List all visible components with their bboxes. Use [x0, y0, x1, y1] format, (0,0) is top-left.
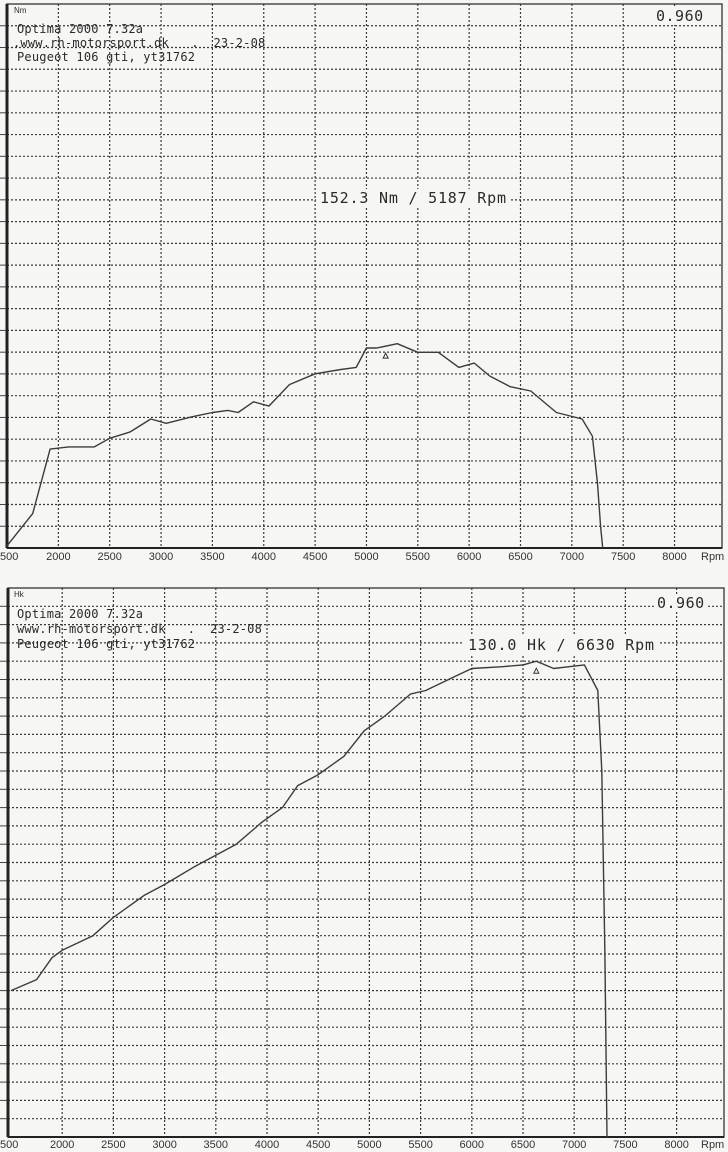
peak-power-label: 130.0 Hk / 6630 Rpm [464, 636, 659, 654]
header-website-date-line: .www.rh-motorsport.dk . 23-2-08 [13, 36, 266, 50]
x-tick-label: 2500 [97, 551, 122, 563]
x-axis-unit-label: Rpm [701, 1139, 725, 1151]
x-tick-label: 4000 [254, 1139, 280, 1151]
x-tick-label: 5500 [408, 1139, 433, 1151]
y-axis-unit-label: Hk [14, 590, 24, 599]
x-tick-label: 6500 [508, 551, 533, 563]
correction-factor: 0.960 [654, 7, 706, 25]
data-curve [6, 343, 604, 549]
x-tick-label: 6000 [459, 1139, 485, 1151]
y-axis-unit-label: Nm [14, 6, 27, 15]
grid [0, 4, 722, 548]
x-tick-label: 8000 [664, 1139, 689, 1151]
x-tick-label: 3500 [203, 1139, 229, 1151]
x-tick-label: 7000 [561, 1139, 587, 1151]
x-tick-label: 4500 [302, 551, 328, 563]
x-tick-label: 3000 [152, 1139, 177, 1151]
grid [0, 588, 724, 1137]
x-tick-label: 3000 [148, 551, 174, 563]
torque-chart-panel: Nm Optima 2000 7.32a .www.rh-motorsport.… [0, 0, 728, 575]
x-tick-label: 2500 [101, 1139, 126, 1151]
header-vehicle-line: Peugeot 106 gti, yt31762 [17, 50, 196, 64]
plot-frame [6, 3, 723, 549]
x-tick-label: 7500 [613, 1139, 638, 1151]
x-tick-label: 5000 [357, 1139, 382, 1151]
x-tick-label: 5500 [405, 551, 431, 563]
x-tick-label: 5000 [354, 551, 379, 563]
x-tick-label: 7000 [559, 551, 585, 563]
peak-marker-icon [533, 667, 540, 674]
x-tick-label: 3500 [200, 551, 225, 563]
x-tick-label: 8000 [662, 551, 687, 563]
x-tick-label: 4000 [251, 551, 276, 563]
peak-marker-icon [382, 352, 389, 359]
x-axis-unit-label: Rpm [701, 551, 725, 563]
x-tick-label: 500 [0, 1139, 19, 1151]
x-tick-label: 7500 [610, 551, 636, 563]
header-website-date-line: www.rh-motorsport.dk . 23-2-08 [17, 622, 263, 636]
x-tick-label: 500 [0, 551, 19, 563]
header-software-line: Optima 2000 7.32a [17, 607, 144, 621]
x-tick-label: 6500 [510, 1139, 536, 1151]
header-vehicle-line: Peugeot 106 gti, yt31762 [17, 637, 196, 651]
x-tick-label: 4500 [305, 1139, 331, 1151]
x-tick-label: 2000 [49, 1139, 75, 1151]
x-tick-label: 6000 [456, 551, 482, 563]
power-chart-plot [0, 587, 725, 1138]
peak-torque-label: 152.3 Nm / 5187 Rpm [316, 189, 511, 207]
correction-factor: 0.960 [655, 594, 707, 612]
x-tick-label: 2000 [46, 551, 71, 563]
header-software-line: Optima 2000 7.32a [17, 22, 144, 36]
torque-chart-plot [0, 3, 723, 549]
power-chart-panel: Hk Optima 2000 7.32a www.rh-motorsport.d… [0, 583, 728, 1152]
data-curve [10, 660, 608, 1138]
